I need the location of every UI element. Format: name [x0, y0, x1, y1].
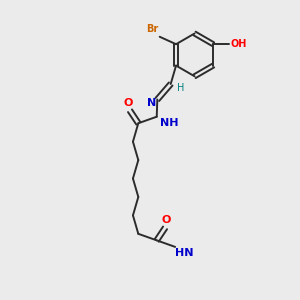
Text: NH: NH	[160, 118, 179, 128]
Text: Br: Br	[146, 24, 158, 34]
Text: N: N	[148, 98, 157, 108]
Text: O: O	[162, 215, 171, 226]
Text: HN: HN	[175, 248, 193, 258]
Text: O: O	[124, 98, 133, 108]
Text: H: H	[177, 83, 184, 93]
Text: OH: OH	[230, 39, 246, 49]
